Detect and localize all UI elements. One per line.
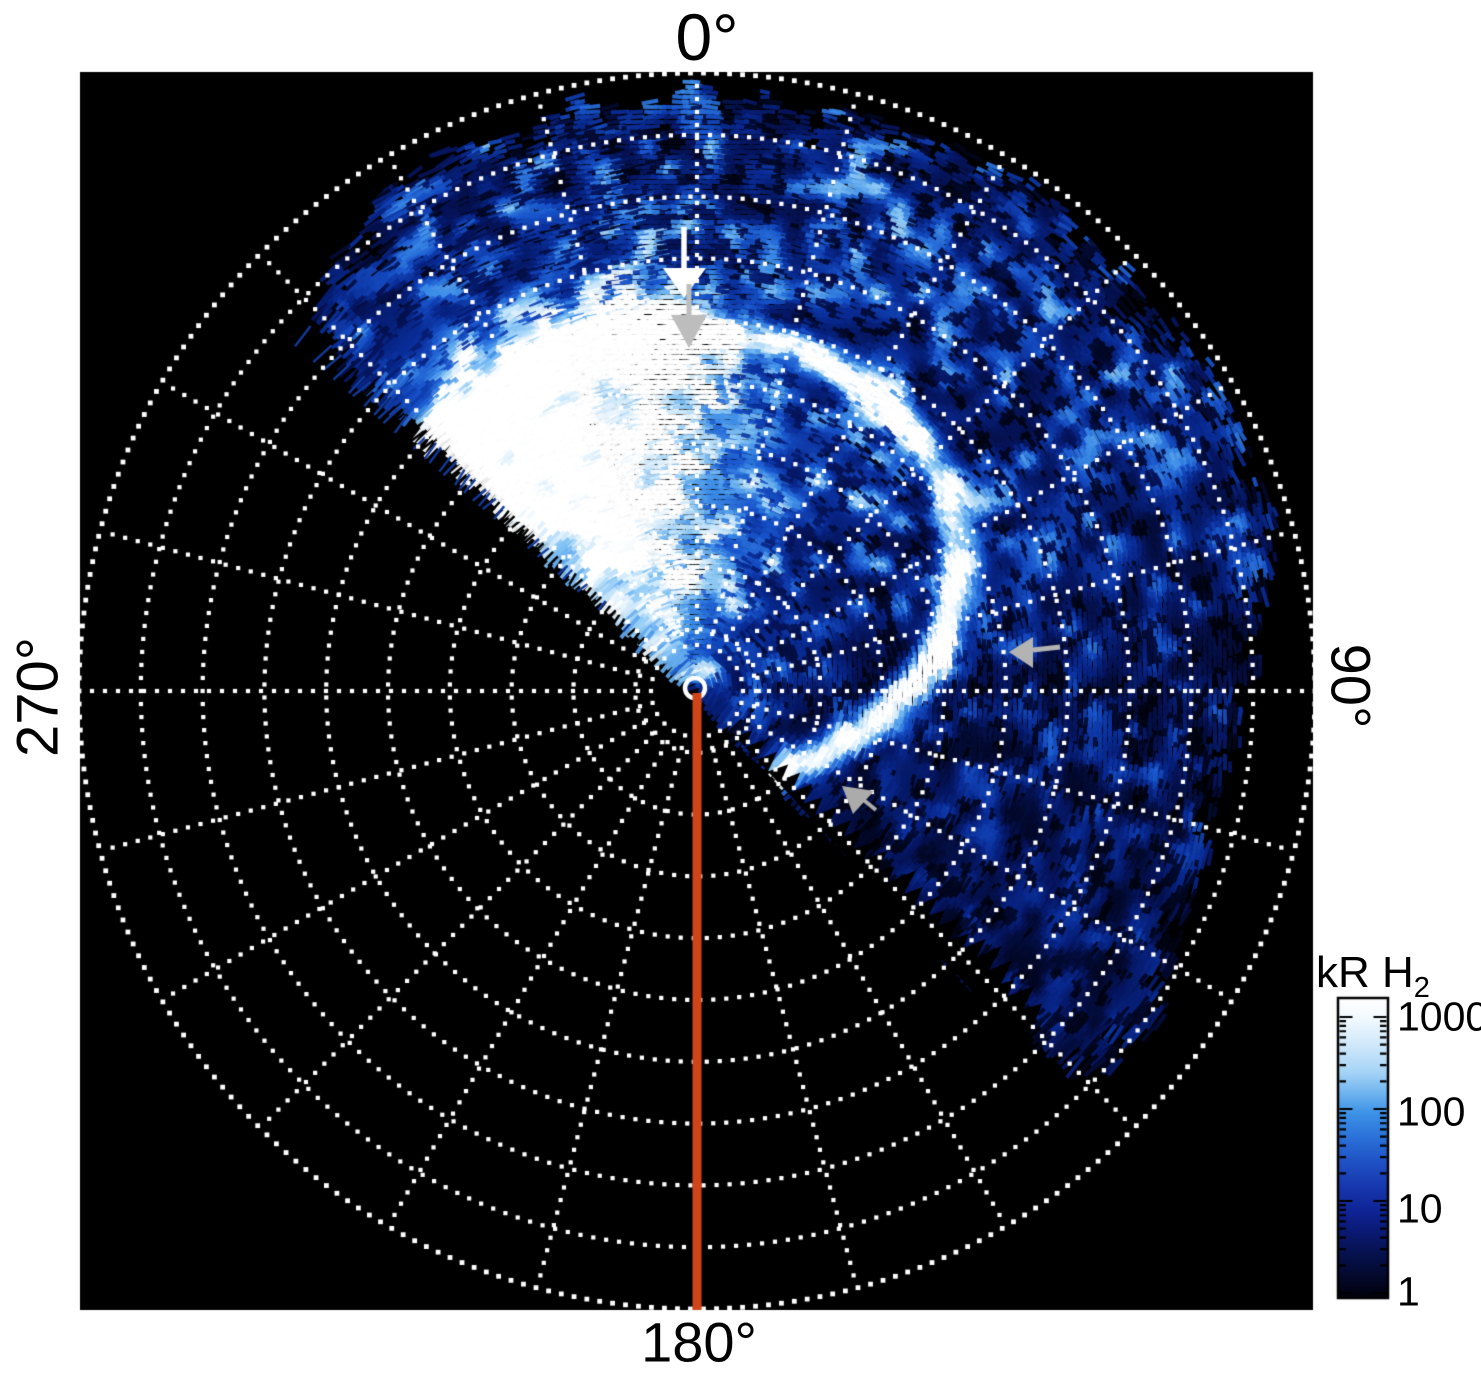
colorbar-tick-label-1000: 1000 — [1397, 993, 1481, 1040]
colorbar-title-text: kR H — [1316, 948, 1414, 997]
azimuth-label-90: 90° — [1319, 643, 1383, 729]
colorbar-tick-label-1: 1 — [1397, 1268, 1420, 1315]
azimuth-label-180: 180° — [641, 1310, 757, 1374]
azimuth-label-0: 0° — [675, 0, 739, 74]
colorbar-title-subscript: 2 — [1413, 971, 1430, 1004]
azimuth-label-270: 270° — [5, 637, 71, 757]
colorbar-title: kR H2 — [1316, 948, 1430, 1005]
colorbar-tick-label-100: 100 — [1397, 1088, 1466, 1135]
colorbar-tick-label-10: 10 — [1397, 1185, 1443, 1232]
